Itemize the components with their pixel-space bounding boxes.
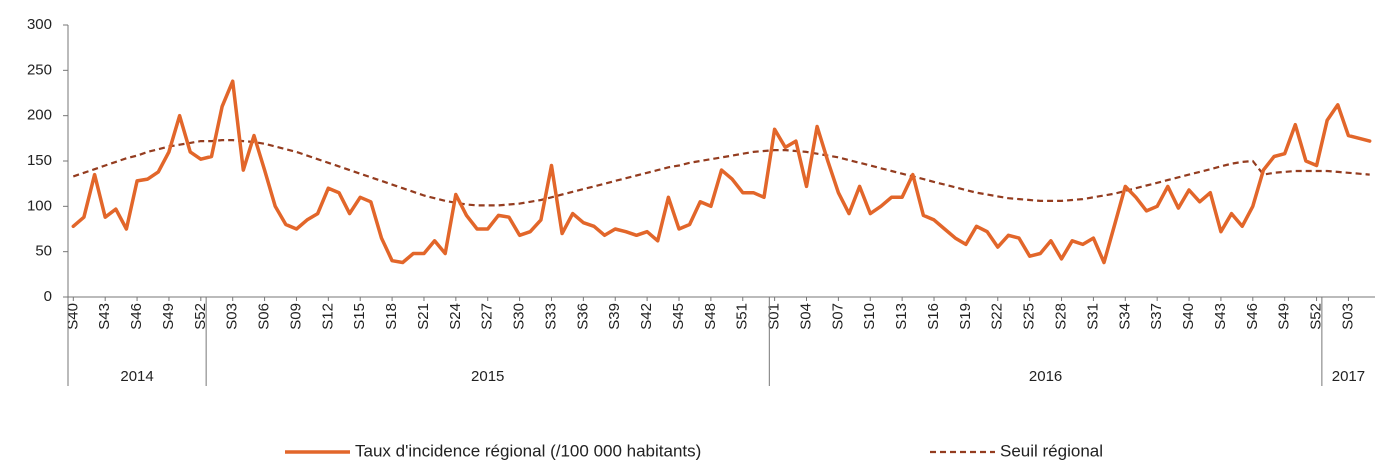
y-tick-label: 150 (27, 152, 52, 169)
y-tick-label: 100 (27, 197, 52, 214)
series-line (72, 139, 1370, 207)
group-label: 2014 (120, 368, 153, 385)
x-tick-label: S28 (1053, 303, 1070, 330)
x-tick-label: S43 (1212, 303, 1229, 330)
x-tick-label: S45 (670, 303, 687, 330)
x-tick-label: S18 (383, 303, 400, 330)
x-tick-label: S49 (160, 303, 177, 330)
x-tick-label: S03 (1339, 303, 1356, 330)
x-tick-label: S46 (1244, 303, 1261, 330)
x-tick-label: S51 (734, 303, 751, 330)
x-tick-label: S37 (1148, 303, 1165, 330)
y-tick-label: 50 (35, 243, 52, 260)
x-tick-label: S33 (542, 303, 559, 330)
x-tick-label: S06 (256, 303, 273, 330)
x-tick-label: S36 (574, 303, 591, 330)
x-tick-label: S19 (957, 303, 974, 330)
x-tick-label: S01 (766, 303, 783, 330)
legend-label: Taux d'incidence régional (/100 000 habi… (355, 441, 701, 460)
x-tick-label: S40 (64, 303, 81, 330)
x-tick-label: S40 (1180, 303, 1197, 330)
x-tick-label: S24 (447, 303, 464, 330)
legend-label: Seuil régional (1000, 441, 1103, 460)
x-tick-label: S27 (479, 303, 496, 330)
x-tick-label: S12 (319, 303, 336, 330)
x-tick-label: S39 (606, 303, 623, 330)
y-tick-label: 300 (27, 16, 52, 33)
x-tick-label: S52 (1308, 303, 1325, 330)
x-tick-label: S10 (861, 303, 878, 330)
x-tick-label: S04 (797, 303, 814, 330)
x-tick-label: S03 (224, 303, 241, 330)
y-tick-label: 200 (27, 107, 52, 124)
x-tick-label: S46 (128, 303, 145, 330)
x-tick-label: S31 (1084, 303, 1101, 330)
x-tick-label: S43 (96, 303, 113, 330)
x-tick-label: S09 (287, 303, 304, 330)
x-tick-label: S42 (638, 303, 655, 330)
y-tick-label: 250 (27, 61, 52, 78)
x-tick-label: S48 (702, 303, 719, 330)
x-tick-label: S15 (351, 303, 368, 330)
x-tick-label: S16 (925, 303, 942, 330)
x-tick-label: S07 (829, 303, 846, 330)
group-label: 2017 (1332, 368, 1365, 385)
series-line (71, 79, 1372, 265)
x-tick-label: S13 (893, 303, 910, 330)
group-label: 2016 (1029, 368, 1062, 385)
x-tick-label: S21 (415, 303, 432, 330)
group-label: 2015 (471, 368, 504, 385)
x-tick-label: S52 (192, 303, 209, 330)
y-tick-label: 0 (44, 288, 52, 305)
x-tick-label: S25 (1021, 303, 1038, 330)
x-tick-label: S22 (989, 303, 1006, 330)
x-tick-label: S34 (1116, 303, 1133, 330)
x-tick-label: S49 (1276, 303, 1293, 330)
x-tick-label: S30 (511, 303, 528, 330)
